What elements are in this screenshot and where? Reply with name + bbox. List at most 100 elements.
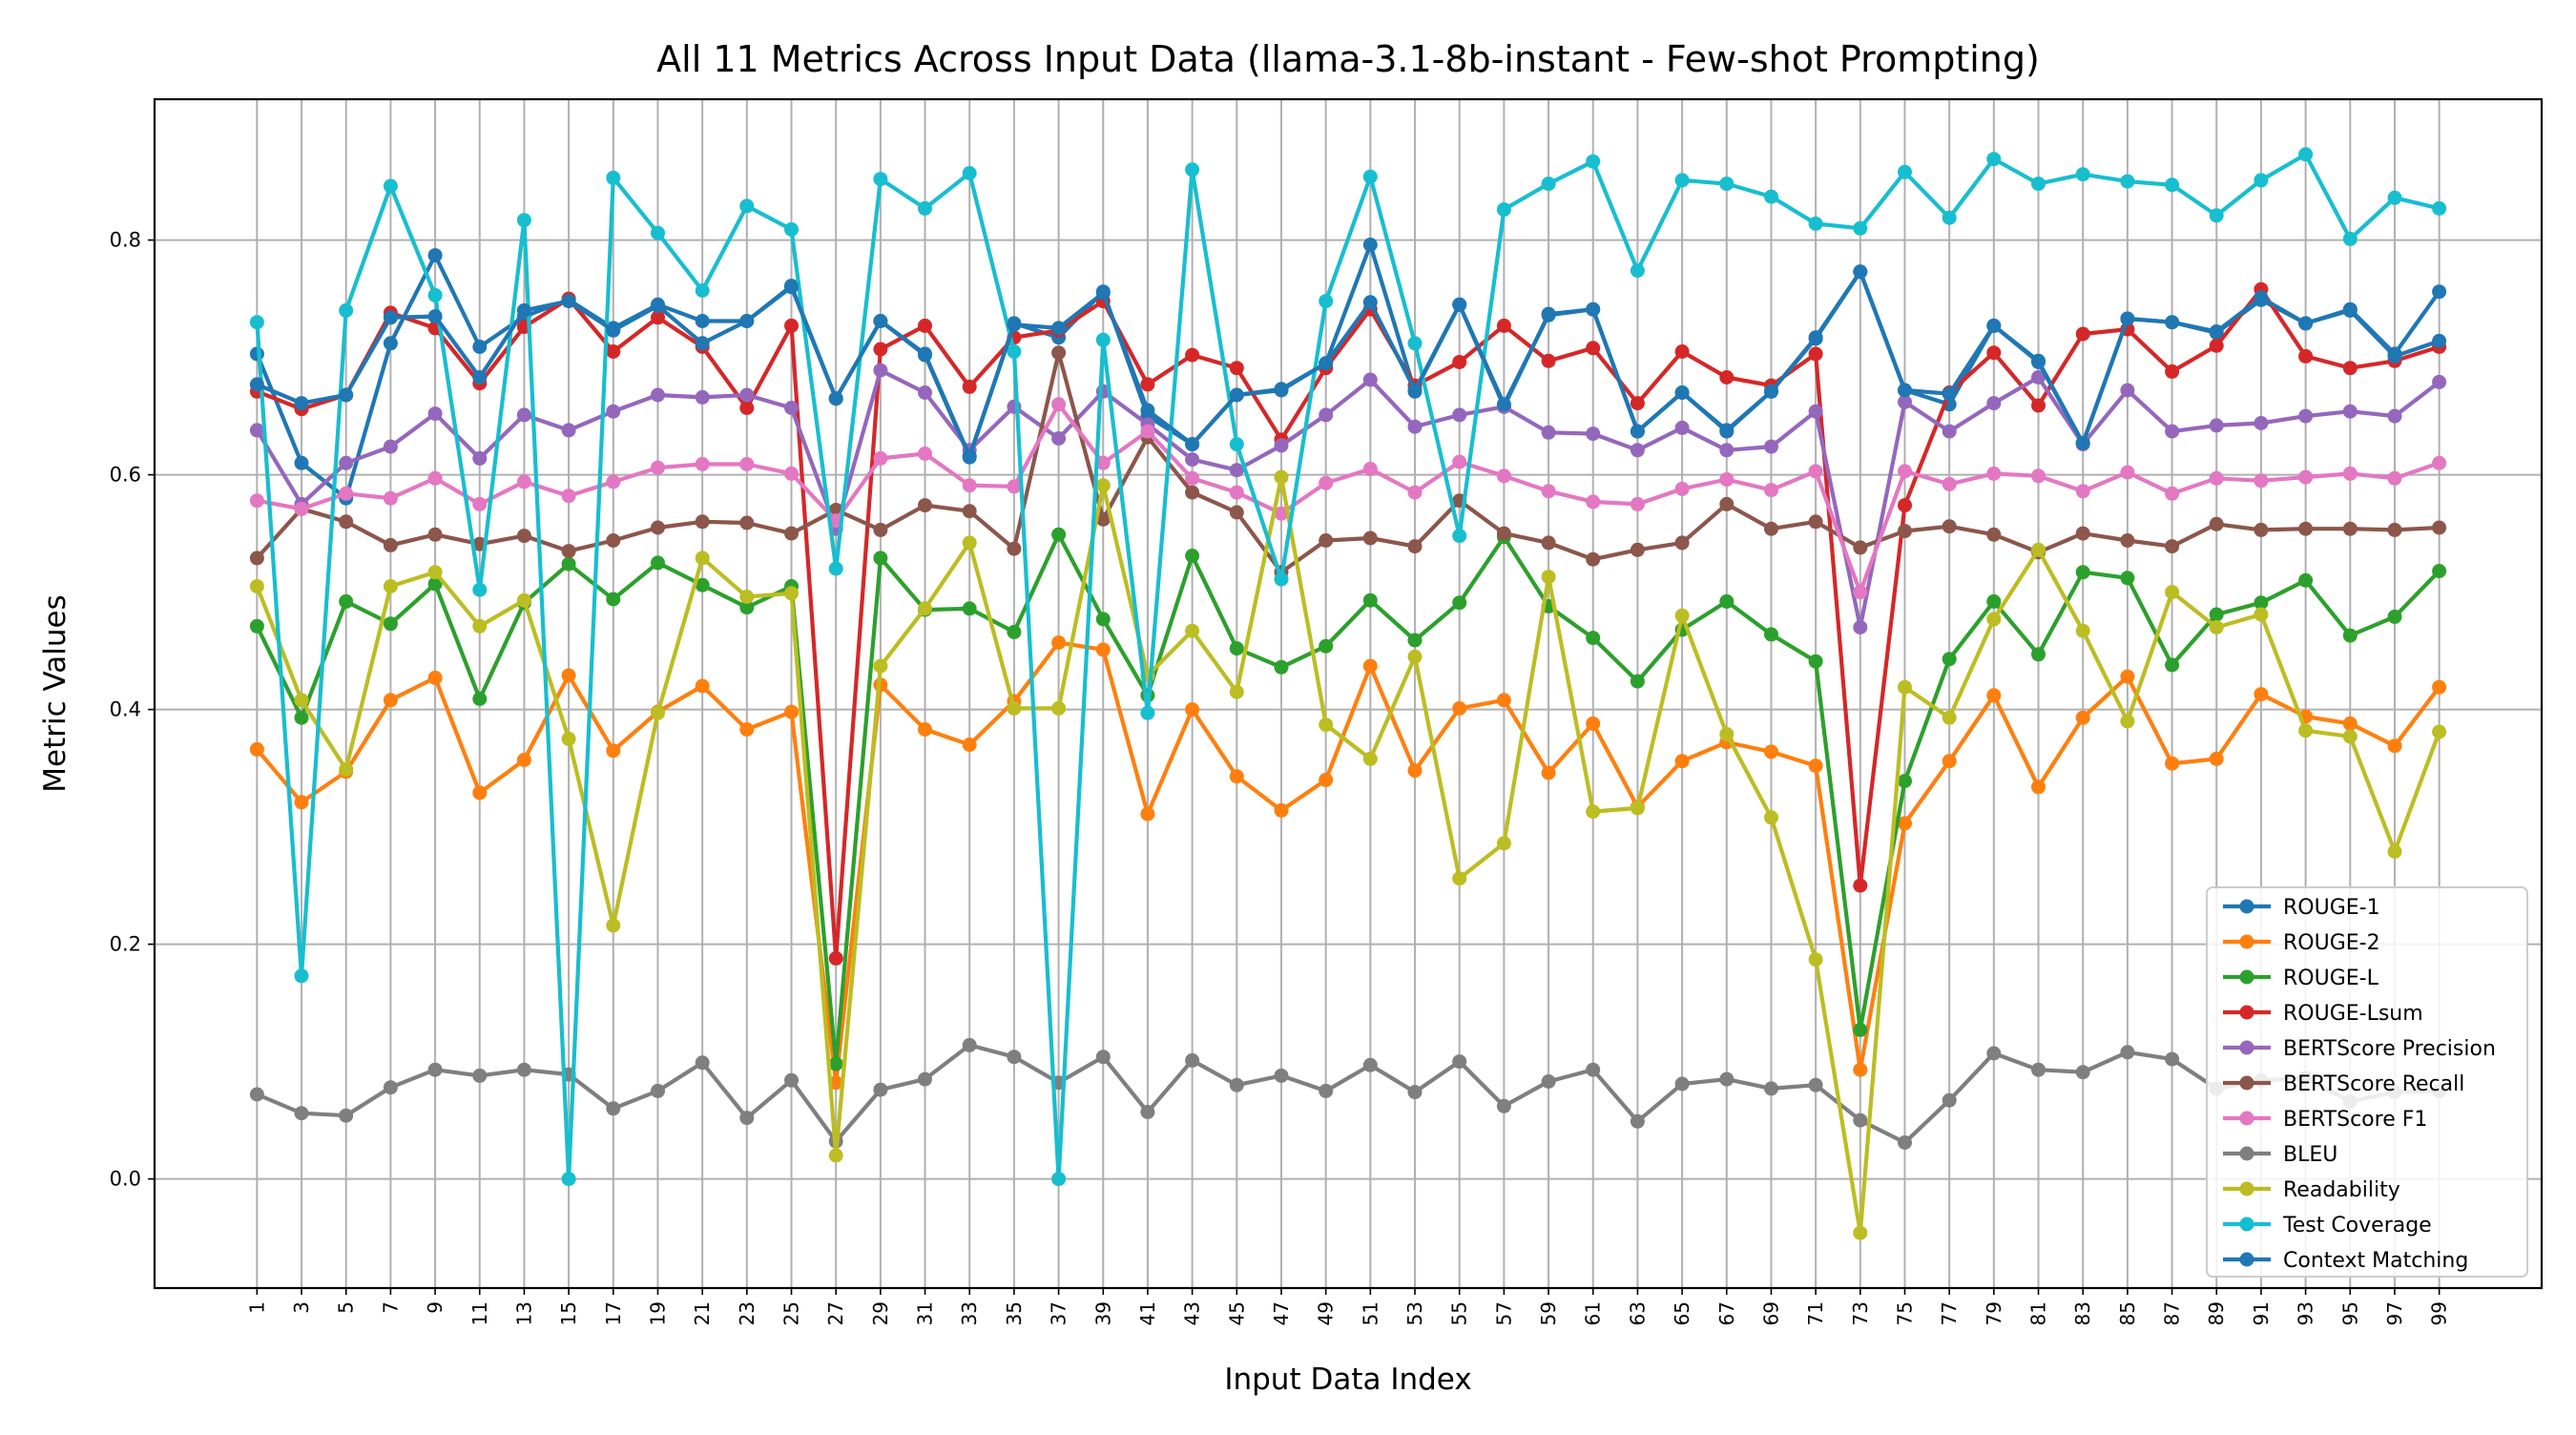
data-point [1051, 321, 1067, 336]
data-point [1898, 1135, 1912, 1150]
data-point [828, 391, 843, 406]
data-point [2342, 404, 2358, 419]
data-point [1764, 1081, 1778, 1096]
data-point [2165, 486, 2180, 501]
data-point [2342, 716, 2358, 731]
data-point [873, 172, 888, 187]
data-point [2387, 738, 2402, 754]
x-tick-label: 53 [1403, 1301, 1426, 1325]
data-point [1986, 466, 2002, 481]
data-point [1007, 317, 1022, 332]
data-point [1853, 264, 1868, 280]
data-point [1407, 383, 1423, 398]
data-point [1719, 1071, 1735, 1087]
data-point [606, 918, 621, 933]
data-point [1362, 295, 1378, 310]
data-point [1630, 801, 1645, 816]
data-point [918, 346, 932, 362]
data-point [1319, 1083, 1334, 1098]
legend-label: Context Matching [2283, 1249, 2468, 1273]
series-line [256, 269, 2441, 458]
data-point [1898, 774, 1912, 789]
data-point [1808, 654, 1823, 669]
data-point [651, 387, 665, 403]
x-tick-label: 85 [2116, 1301, 2139, 1325]
data-point [1808, 1077, 1823, 1092]
series-line [256, 287, 2441, 961]
data-point [1808, 404, 1823, 419]
data-point [1764, 627, 1778, 642]
data-point [873, 363, 888, 378]
legend-item: ROUGE-L [2223, 967, 2379, 990]
data-point [1808, 216, 1823, 231]
data-point [561, 294, 576, 309]
data-point [383, 616, 398, 632]
x-tick-label: 25 [780, 1301, 803, 1325]
data-point [2432, 284, 2447, 300]
x-tick-label: 5 [335, 1301, 358, 1314]
data-point [1185, 162, 1200, 177]
data-point [1719, 496, 1735, 511]
data-point [561, 544, 576, 559]
legend-marker [2239, 1181, 2254, 1196]
x-tick-label: 49 [1315, 1301, 1338, 1325]
data-point [1319, 638, 1334, 654]
data-point [2254, 173, 2269, 188]
data-point [1541, 307, 1556, 322]
data-point [1095, 455, 1111, 470]
data-point [2209, 324, 2224, 339]
data-point [1095, 1050, 1111, 1065]
data-point [2432, 724, 2447, 739]
data-point [383, 178, 398, 194]
data-point [1942, 710, 1957, 725]
data-point [2298, 408, 2314, 424]
legend-marker [2239, 969, 2254, 985]
data-point [784, 222, 799, 237]
x-tick-label: 65 [1671, 1301, 1693, 1325]
data-point [1229, 641, 1244, 656]
data-point [651, 520, 665, 535]
data-point [1541, 765, 1556, 780]
data-point [1007, 541, 1022, 556]
data-point [1630, 496, 1645, 511]
legend-label: ROUGE-L [2283, 967, 2379, 990]
data-point [2342, 466, 2358, 481]
data-point [1407, 633, 1423, 648]
data-point [1452, 1054, 1467, 1070]
series-lines [249, 147, 2447, 1240]
x-tick-label: 21 [691, 1301, 714, 1325]
data-point [1674, 535, 1690, 551]
data-point [1185, 347, 1200, 363]
data-point [606, 404, 621, 419]
data-point [2165, 585, 2180, 600]
data-point [561, 668, 576, 683]
data-point [1095, 332, 1111, 347]
data-point [739, 1111, 755, 1126]
data-point [2031, 542, 2046, 557]
data-point [294, 968, 309, 984]
data-point [1452, 700, 1467, 716]
data-point [1229, 463, 1244, 478]
legend-item: ROUGE-Lsum [2223, 1002, 2423, 1026]
series-readability [249, 469, 2447, 1240]
data-point [472, 582, 488, 597]
data-point [1808, 464, 1823, 479]
data-point [1942, 210, 1957, 225]
data-point [1541, 353, 1556, 368]
data-point [828, 950, 843, 966]
data-point [1586, 494, 1601, 510]
data-point [828, 1056, 843, 1071]
data-point [1986, 1046, 2002, 1061]
data-point [739, 457, 755, 471]
data-point [962, 1037, 977, 1052]
x-tick-label: 43 [1181, 1301, 1204, 1325]
data-point [1942, 1092, 1957, 1108]
data-point [1051, 1172, 1067, 1187]
x-tick-label: 35 [1003, 1301, 1026, 1325]
data-point [1007, 344, 1022, 359]
series-line [255, 640, 2441, 1085]
data-point [1674, 1076, 1690, 1092]
data-point [962, 379, 977, 394]
data-point [695, 678, 710, 694]
data-point [962, 601, 977, 616]
